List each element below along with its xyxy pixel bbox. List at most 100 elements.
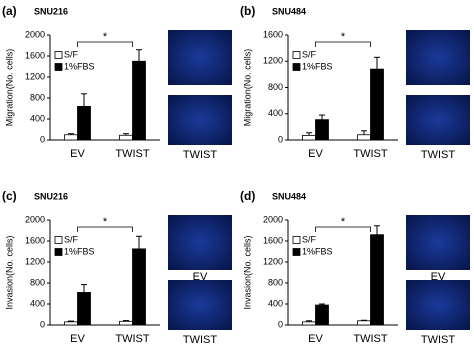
panel-label: (c) bbox=[2, 189, 17, 203]
bar bbox=[357, 134, 371, 141]
significance-bracket bbox=[77, 226, 133, 232]
panel-title: SNU216 bbox=[34, 6, 68, 16]
x-tick-label: TWIST bbox=[353, 333, 387, 345]
legend-swatch bbox=[54, 236, 63, 244]
y-tick-label: 0 bbox=[40, 134, 45, 144]
bar bbox=[132, 60, 146, 141]
panel-title: SNU484 bbox=[272, 191, 306, 201]
legend-swatch bbox=[54, 63, 63, 71]
y-tick-label: 0 bbox=[278, 319, 283, 329]
legend-label: 1%FBS bbox=[302, 246, 333, 256]
y-axis-label: Invasion(No. cells) bbox=[4, 235, 14, 309]
x-tick-label: EV bbox=[308, 148, 323, 160]
panel-label: (b) bbox=[240, 4, 255, 18]
y-tick-label: 400 bbox=[268, 298, 283, 308]
microscopy-image bbox=[168, 280, 232, 330]
bar bbox=[370, 234, 384, 326]
legend-label: 1%FBS bbox=[64, 246, 95, 256]
y-tick-label: 1600 bbox=[263, 235, 283, 245]
microscopy-image bbox=[406, 30, 470, 85]
bar bbox=[302, 321, 316, 326]
x-tick-label: TWIST bbox=[353, 148, 387, 160]
image-label: TWIST bbox=[183, 334, 217, 346]
panel: (a) SNU216 Migration(No. cells) 0 400 800 1200… bbox=[2, 4, 232, 161]
y-tick-label: 1600 bbox=[25, 235, 45, 245]
y-tick-label: 0 bbox=[278, 134, 283, 144]
legend-swatch bbox=[292, 63, 301, 71]
legend-swatch bbox=[292, 51, 301, 59]
bar bbox=[64, 321, 78, 326]
microscopy-image bbox=[168, 30, 232, 85]
significance-bracket bbox=[77, 41, 133, 47]
legend-swatch bbox=[292, 248, 301, 256]
y-tick-label: 1600 bbox=[263, 29, 283, 39]
panel-label: (d) bbox=[240, 189, 255, 203]
legend-swatch bbox=[54, 51, 63, 59]
y-tick-label: 400 bbox=[30, 298, 45, 308]
x-tick-label: EV bbox=[70, 148, 85, 160]
y-tick-label: 1200 bbox=[25, 71, 45, 81]
y-tick-label: 400 bbox=[268, 108, 283, 118]
legend-label: S/F bbox=[302, 49, 317, 59]
x-tick-label: EV bbox=[308, 333, 323, 345]
bar bbox=[77, 106, 91, 141]
y-tick-label: 400 bbox=[30, 113, 45, 123]
image-label: EV bbox=[431, 271, 446, 283]
microscopy-image bbox=[406, 215, 470, 270]
image-label: TWIST bbox=[421, 334, 455, 346]
panel: (d) SNU484 Invasion(No. cells) 0 400 800 1200 1… bbox=[240, 189, 470, 346]
significance-star: * bbox=[103, 31, 108, 43]
y-tick-label: 800 bbox=[30, 92, 45, 102]
x-tick-label: TWIST bbox=[115, 333, 149, 345]
bar bbox=[77, 292, 91, 326]
y-axis-label: Migration(No. cells) bbox=[4, 49, 14, 127]
microscopy-image bbox=[406, 95, 470, 145]
significance-star: * bbox=[103, 216, 108, 228]
panel: (c) SNU216 Invasion(No. cells) 0 400 800 1200 1… bbox=[2, 189, 232, 346]
panel-title: SNU484 bbox=[272, 6, 306, 16]
legend-swatch bbox=[292, 236, 301, 244]
bar bbox=[315, 304, 329, 326]
bar bbox=[370, 68, 384, 141]
y-tick-label: 800 bbox=[268, 277, 283, 287]
y-tick-label: 2000 bbox=[25, 29, 45, 39]
bar bbox=[119, 134, 133, 141]
legend-label: 1%FBS bbox=[64, 61, 95, 71]
y-tick-label: 800 bbox=[30, 277, 45, 287]
bar bbox=[132, 248, 146, 326]
bar bbox=[302, 135, 316, 141]
legend-label: 1%FBS bbox=[302, 61, 333, 71]
panel: (b) SNU484 Migration(No. cells) 0 400 800 1200… bbox=[240, 4, 470, 161]
legend-label: S/F bbox=[302, 234, 317, 244]
y-axis-label: Invasion(No. cells) bbox=[242, 235, 252, 309]
bar bbox=[119, 320, 133, 326]
y-tick-label: 2000 bbox=[263, 214, 283, 224]
legend-label: S/F bbox=[64, 234, 79, 244]
y-tick-label: 2000 bbox=[25, 214, 45, 224]
significance-bracket bbox=[315, 41, 371, 47]
bar bbox=[315, 119, 329, 141]
image-label: TWIST bbox=[183, 149, 217, 161]
y-tick-label: 800 bbox=[268, 82, 283, 92]
y-tick-label: 1200 bbox=[25, 256, 45, 266]
y-tick-label: 0 bbox=[40, 319, 45, 329]
y-tick-label: 1200 bbox=[263, 256, 283, 266]
image-label: TWIST bbox=[421, 149, 455, 161]
significance-star: * bbox=[341, 216, 346, 228]
bar bbox=[357, 320, 371, 326]
microscopy-image bbox=[168, 215, 232, 270]
y-axis-label: Migration(No. cells) bbox=[242, 49, 252, 127]
legend-label: S/F bbox=[64, 49, 79, 59]
panel-title: SNU216 bbox=[34, 191, 68, 201]
x-tick-label: TWIST bbox=[115, 148, 149, 160]
image-label: EV bbox=[193, 271, 208, 283]
significance-star: * bbox=[341, 31, 346, 43]
y-tick-label: 1600 bbox=[25, 50, 45, 60]
significance-bracket bbox=[315, 226, 371, 232]
microscopy-image bbox=[406, 280, 470, 330]
panel-label: (a) bbox=[2, 4, 17, 18]
y-tick-label: 1200 bbox=[263, 56, 283, 66]
microscopy-image bbox=[168, 95, 232, 145]
x-tick-label: EV bbox=[70, 333, 85, 345]
